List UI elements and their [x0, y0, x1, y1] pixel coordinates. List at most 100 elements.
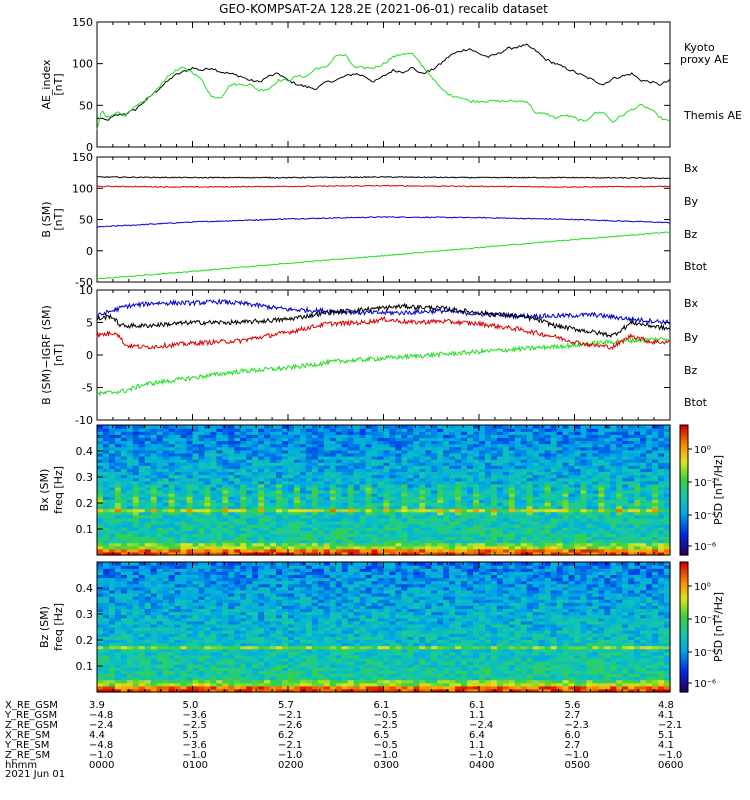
ephemeris-row-label: Z_RE_SM — [5, 750, 50, 761]
y-tick-label: 0.3 — [76, 608, 94, 621]
ephemeris-value: −0.5 — [374, 710, 398, 721]
ephemeris-value: 5.6 — [565, 700, 581, 711]
colorbar-tick-label: 10⁻² — [694, 478, 716, 489]
y-axis-label: B (SM) — [40, 201, 53, 237]
y-tick-label: 0.3 — [76, 471, 94, 484]
ephemeris-value: −4.8 — [89, 740, 113, 751]
ephemeris-value: 6.4 — [469, 730, 485, 741]
series-line-bx — [96, 297, 671, 326]
y-tick-label: 0.2 — [76, 497, 94, 510]
series-line-bz — [96, 316, 671, 351]
ephemeris-row-label: Z_RE_GSM — [5, 720, 58, 731]
ephemeris-value: −2.4 — [469, 720, 493, 731]
ephemeris-value: −3.6 — [183, 710, 207, 721]
colorbar-tick-label: 10⁻⁶ — [694, 542, 716, 553]
y-tick-label: -10 — [75, 414, 93, 427]
y-tick-label: 150 — [72, 151, 93, 164]
colorbar-tick-label: 10⁻⁶ — [694, 679, 716, 690]
series-line-bz — [96, 184, 671, 188]
y-tick-label: 10 — [79, 284, 93, 297]
y-axis-label: Bz (SM) — [38, 606, 51, 648]
ephemeris-row-label: hhmm — [5, 760, 37, 771]
ephemeris-value: 6.5 — [374, 730, 390, 741]
series-line-by — [96, 336, 671, 397]
y-tick-label: 100 — [72, 182, 93, 195]
ephemeris-row-label: Y_RE_SM — [4, 740, 49, 751]
ephemeris-value: 0100 — [183, 760, 208, 771]
ephemeris-value: 5.1 — [658, 730, 674, 741]
series-line-by — [96, 231, 671, 280]
ephemeris-row-label: X_RE_SM — [5, 730, 50, 741]
y-tick-label: 5 — [86, 317, 93, 330]
legend-entry: Bx — [684, 162, 699, 175]
y-axis-label: Bx (SM) — [38, 469, 51, 512]
ephemeris-value: 6.2 — [278, 730, 294, 741]
spectrogram-4 — [97, 425, 671, 556]
ephemeris-value: −2.1 — [658, 720, 682, 731]
panel-frame-3 — [96, 289, 671, 421]
y-tick-label: 0 — [86, 245, 93, 258]
series-line-bx — [97, 216, 671, 228]
y-tick-label: 0.1 — [76, 660, 94, 673]
y-axis-label: freq [Hz] — [52, 603, 65, 651]
legend-entry: By — [684, 195, 699, 208]
y-axis-label: [nT] — [52, 208, 65, 230]
ephemeris-value: −1.0 — [658, 750, 682, 761]
ephemeris-value: 2.7 — [565, 710, 581, 721]
colorbar-tick-label: 10⁻⁴ — [694, 511, 716, 522]
ephemeris-value: 5.0 — [183, 700, 199, 711]
y-axis-label: AE_index — [40, 59, 53, 110]
colorbar-label: PSD [nT²/Hz] — [712, 455, 725, 525]
ephemeris-value: −1.0 — [374, 750, 398, 761]
legend-entry: Kyoto — [684, 41, 715, 54]
legend-entry: By — [684, 331, 699, 344]
legend-entry: Bz — [684, 364, 698, 377]
ephemeris-value: −4.8 — [89, 710, 113, 721]
ephemeris-value: 6.1 — [469, 700, 485, 711]
colorbar-frame — [679, 561, 689, 693]
series-line-btot — [96, 176, 671, 180]
y-axis-label: [nT] — [52, 73, 65, 95]
y-axis-label: B (SM)−IGRF (SM) — [40, 305, 53, 405]
ephemeris-value: 4.1 — [658, 740, 674, 751]
colorbar-tick-label: 10⁰ — [694, 445, 711, 456]
ephemeris-value: −3.6 — [183, 740, 207, 751]
y-tick-label: 0.4 — [76, 582, 94, 595]
ephemeris-row-label: Y_RE_GSM — [4, 710, 57, 721]
colorbar-tick-label: 10⁰ — [694, 582, 711, 593]
y-tick-label: 50 — [79, 214, 93, 227]
ephemeris-value: −1.0 — [278, 750, 302, 761]
series-line-btot — [96, 302, 671, 339]
ephemeris-value: 1.1 — [469, 740, 485, 751]
ephemeris-value: −1.0 — [183, 750, 207, 761]
y-tick-label: 0.1 — [76, 523, 94, 536]
colorbar-4 — [680, 425, 688, 556]
ephemeris-row-label: 2021 Jun 01 — [5, 769, 65, 780]
ephemeris-value: 5.5 — [183, 730, 199, 741]
ephemeris-value: 0200 — [278, 760, 303, 771]
y-tick-label: 100 — [72, 58, 93, 71]
ephemeris-row-label: X_RE_GSM — [5, 700, 58, 711]
chart-title: GEO-KOMPSAT-2A 128.2E (2021-06-01) recal… — [219, 2, 548, 16]
ephemeris-value: 4.1 — [658, 710, 674, 721]
colorbar-tick-label: 10⁻⁴ — [694, 648, 716, 659]
legend-entry: Btot — [684, 260, 708, 273]
y-tick-label: -5 — [82, 382, 93, 395]
panel-frame-1 — [96, 21, 671, 148]
ephemeris-value: 6.0 — [565, 730, 581, 741]
ephemeris-value: 5.7 — [278, 700, 294, 711]
ephemeris-value: −2.1 — [278, 740, 302, 751]
ephemeris-value: 0300 — [374, 760, 399, 771]
ephemeris-value: −2.4 — [89, 720, 113, 731]
legend-entry: proxy AE — [680, 53, 729, 66]
ephemeris-value: 0500 — [565, 760, 590, 771]
ephemeris-value: 4.4 — [89, 730, 105, 741]
ephemeris-value: 1.1 — [469, 710, 485, 721]
legend-entry: Bz — [684, 228, 698, 241]
ephemeris-value: 6.1 — [374, 700, 390, 711]
y-tick-label: 0.2 — [76, 634, 94, 647]
y-tick-label: 0 — [86, 141, 93, 154]
ephemeris-value: −0.5 — [374, 740, 398, 751]
